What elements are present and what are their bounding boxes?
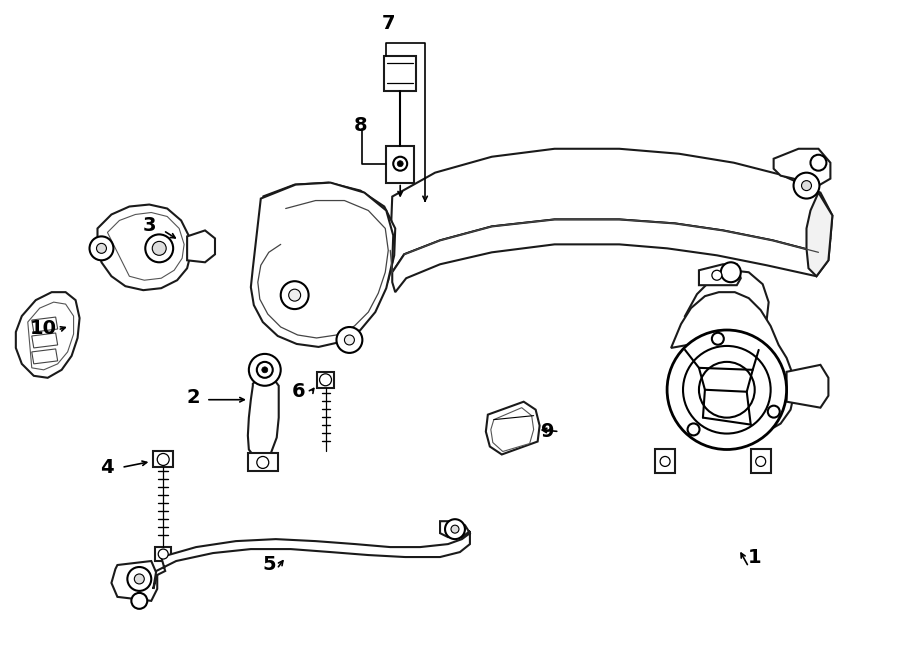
Polygon shape (187, 231, 215, 262)
Polygon shape (685, 270, 769, 338)
Polygon shape (774, 149, 831, 186)
Circle shape (688, 424, 699, 436)
Polygon shape (787, 365, 828, 408)
Circle shape (256, 457, 269, 469)
Circle shape (712, 332, 724, 345)
Polygon shape (248, 453, 278, 471)
Circle shape (802, 180, 812, 190)
Polygon shape (251, 182, 393, 347)
Circle shape (683, 346, 770, 434)
Circle shape (256, 362, 273, 378)
Polygon shape (112, 561, 158, 601)
Circle shape (134, 574, 144, 584)
Text: 10: 10 (31, 319, 58, 338)
Circle shape (145, 235, 173, 262)
Polygon shape (699, 264, 741, 285)
Circle shape (451, 525, 459, 533)
Polygon shape (386, 146, 414, 182)
Circle shape (152, 241, 166, 255)
Polygon shape (655, 449, 675, 473)
Circle shape (289, 289, 301, 301)
Circle shape (131, 593, 148, 609)
Circle shape (445, 519, 465, 539)
Circle shape (158, 453, 169, 465)
Polygon shape (107, 212, 184, 280)
Circle shape (96, 243, 106, 253)
Polygon shape (751, 449, 770, 473)
Polygon shape (32, 349, 58, 364)
Polygon shape (155, 547, 171, 561)
Polygon shape (97, 204, 191, 290)
Polygon shape (28, 302, 74, 370)
Circle shape (345, 335, 355, 345)
Circle shape (158, 549, 168, 559)
Polygon shape (256, 182, 395, 340)
Polygon shape (248, 378, 279, 459)
Text: 2: 2 (186, 388, 200, 407)
Text: 4: 4 (100, 458, 113, 477)
Polygon shape (384, 56, 416, 91)
Polygon shape (391, 149, 832, 272)
Circle shape (248, 354, 281, 386)
Circle shape (794, 173, 819, 198)
Text: 9: 9 (541, 422, 554, 441)
Circle shape (397, 161, 403, 167)
Circle shape (660, 457, 670, 467)
Circle shape (712, 270, 722, 280)
Circle shape (337, 327, 363, 353)
Circle shape (699, 362, 755, 418)
Text: 3: 3 (142, 216, 156, 235)
Circle shape (89, 237, 113, 260)
Polygon shape (806, 192, 832, 276)
Polygon shape (32, 317, 58, 332)
Polygon shape (153, 451, 173, 467)
Circle shape (393, 157, 407, 171)
Circle shape (667, 330, 787, 449)
Polygon shape (491, 408, 534, 451)
Polygon shape (671, 292, 795, 436)
Circle shape (721, 262, 741, 282)
Circle shape (768, 406, 779, 418)
Text: 1: 1 (748, 547, 761, 566)
Polygon shape (486, 402, 540, 455)
Polygon shape (16, 292, 79, 378)
Circle shape (262, 367, 268, 373)
Circle shape (320, 374, 331, 386)
Circle shape (811, 155, 826, 171)
Text: 8: 8 (354, 116, 367, 136)
Polygon shape (153, 521, 470, 589)
Circle shape (756, 457, 766, 467)
Circle shape (281, 281, 309, 309)
Polygon shape (317, 372, 335, 388)
Polygon shape (392, 219, 831, 292)
Circle shape (128, 567, 151, 591)
Polygon shape (32, 333, 58, 348)
Text: 5: 5 (262, 555, 275, 574)
Text: 6: 6 (292, 382, 305, 401)
Text: 7: 7 (382, 14, 395, 33)
